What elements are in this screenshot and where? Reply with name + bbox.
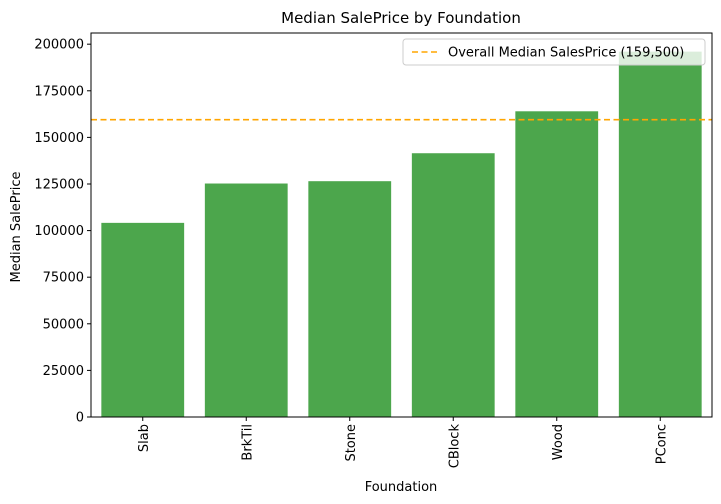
y-axis-label: Median SalePrice (9, 172, 24, 283)
bar-stone (308, 181, 392, 417)
y-tick-label: 125000 (34, 177, 84, 192)
x-tick-label: PConc (654, 424, 669, 464)
bar-pconc (618, 51, 702, 417)
y-tick-label: 0 (76, 411, 84, 426)
y-tick-label: 150000 (34, 131, 84, 146)
y-tick-label: 100000 (34, 224, 84, 239)
y-tick-label: 175000 (34, 84, 84, 99)
plot-area: 0 25000 50000 75000 100000 125000 150000 175000… (34, 32, 713, 469)
bar-brktil (204, 183, 288, 417)
legend-box (402, 38, 706, 66)
y-tick-label: 200000 (34, 38, 84, 53)
x-tick-label: Wood (551, 424, 566, 460)
legend-label: Overall Median SalesPrice (159,500) (448, 46, 684, 61)
bar-cblock (411, 153, 495, 418)
y-tick-label: 75000 (43, 271, 84, 286)
x-axis-label: Foundation (365, 480, 438, 495)
x-tick-label: BrkTil (240, 424, 255, 461)
chart-title: Median SalePrice by Foundation (281, 9, 521, 27)
y-tick-label: 25000 (43, 364, 84, 379)
bar-wood (515, 111, 599, 417)
x-tick-label: Slab (137, 424, 152, 452)
y-tick-label: 50000 (43, 317, 84, 332)
x-tick-label: Stone (344, 424, 359, 462)
plot-frame (90, 32, 713, 418)
x-tick-label: CBlock (447, 424, 462, 469)
bar-slab (101, 222, 185, 417)
